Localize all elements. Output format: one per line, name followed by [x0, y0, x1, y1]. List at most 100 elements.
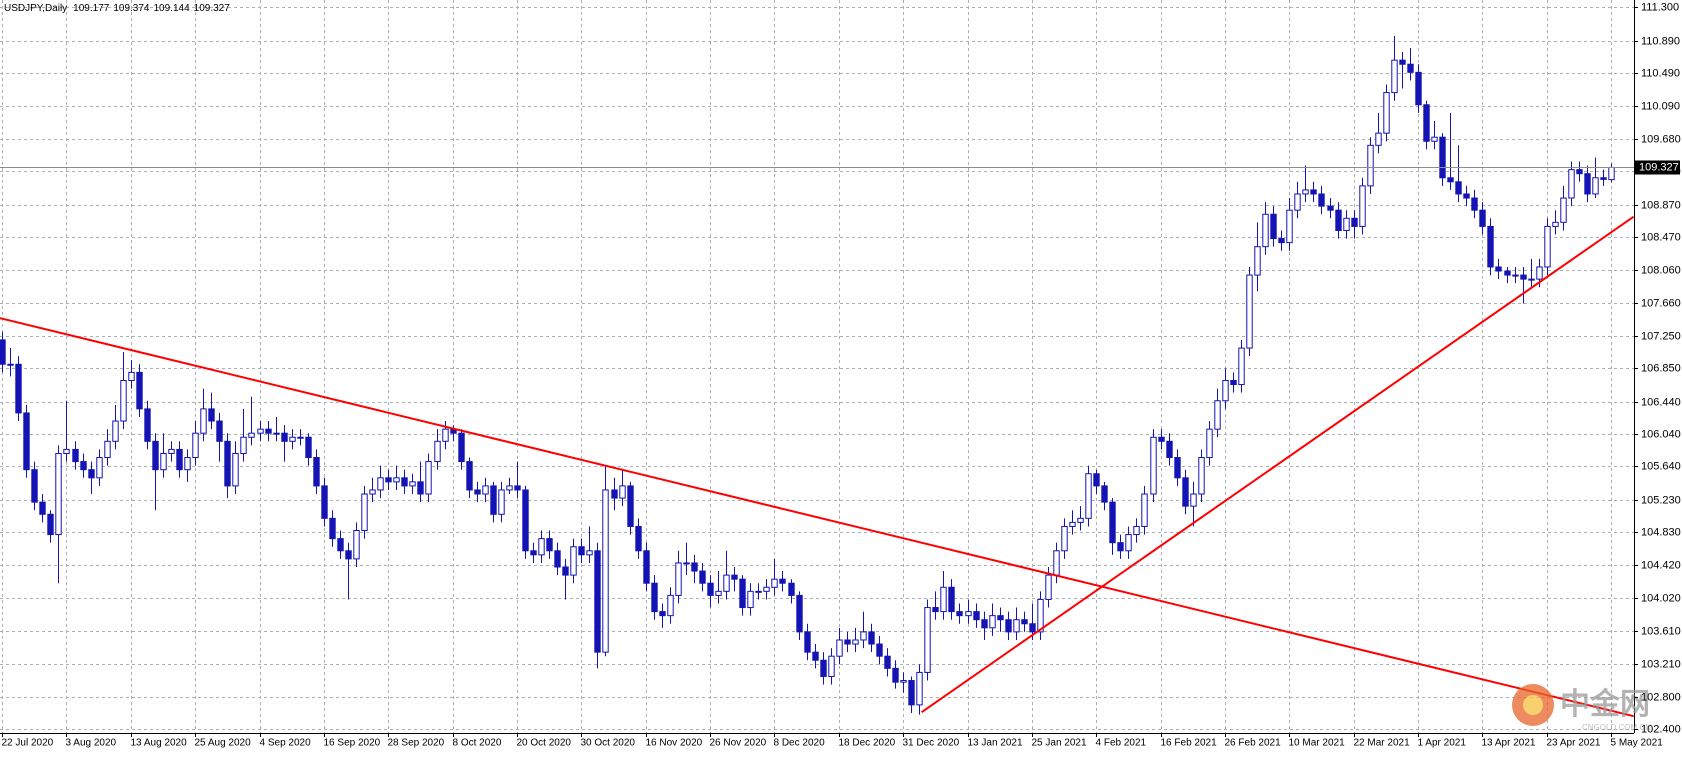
y-tick-label: 104.830: [1641, 526, 1681, 538]
candle-body: [1584, 173, 1591, 195]
candle-body: [321, 485, 328, 519]
candle-body: [329, 517, 336, 540]
candle-body: [828, 655, 835, 677]
candle-body: [578, 546, 585, 556]
candle-body: [1302, 189, 1309, 195]
trend-line: [0, 317, 1634, 718]
candle-body: [1447, 177, 1454, 183]
candle-body: [1495, 266, 1502, 272]
candle-body: [1286, 209, 1293, 244]
candle-body: [530, 550, 537, 556]
candle-body: [506, 485, 513, 491]
candle-body: [281, 432, 288, 442]
candle-body: [852, 639, 859, 645]
x-tick-label: 13 Apr 2021: [1482, 738, 1536, 749]
candle-body: [377, 477, 384, 491]
y-tick-label: 108.470: [1641, 231, 1681, 243]
candle-body: [63, 448, 70, 454]
candle-body: [80, 461, 87, 471]
candle-body: [458, 432, 465, 463]
x-tick-label: 10 Mar 2021: [1289, 738, 1346, 749]
x-tick-label: 16 Feb 2021: [1161, 738, 1218, 749]
candle-body: [88, 469, 95, 479]
x-tick-label: 1 Apr 2021: [1418, 738, 1467, 749]
candle-body: [1327, 205, 1334, 211]
candle-body: [562, 566, 569, 576]
candle-body: [1262, 213, 1269, 248]
candle-body: [1479, 209, 1486, 227]
candle-body: [120, 379, 127, 422]
candle-body: [265, 428, 272, 434]
candle-body: [924, 607, 931, 673]
candle-body: [1005, 619, 1012, 633]
candle-body: [409, 481, 416, 487]
candle-body: [1101, 485, 1108, 503]
candle-body: [0, 339, 6, 365]
candle-body: [1021, 619, 1028, 625]
candle-body: [1230, 379, 1237, 386]
candle-body: [498, 489, 505, 515]
x-tick-label: 30 Oct 2020: [581, 738, 636, 749]
candle-body: [289, 436, 296, 442]
candle-body: [1335, 209, 1342, 231]
candle-body: [474, 489, 481, 495]
candle-body: [602, 489, 609, 653]
candle-body: [1439, 136, 1446, 179]
candle-body: [1351, 217, 1358, 227]
x-tick-label: 26 Nov 2020: [710, 738, 767, 749]
candle-body: [1455, 181, 1462, 195]
candle-body: [1504, 270, 1511, 276]
candle-body: [1375, 132, 1382, 146]
candle-body: [1085, 473, 1092, 519]
x-tick-label: 20 Oct 2020: [517, 738, 572, 749]
candle-body: [715, 590, 722, 596]
y-tick-label: 110.490: [1641, 67, 1680, 79]
candle-body: [345, 550, 352, 560]
candle-body: [627, 485, 634, 527]
candle-body: [570, 546, 577, 576]
candle-body: [844, 639, 851, 645]
candle-body: [297, 436, 304, 439]
candle-body: [739, 578, 746, 609]
chart-title: USDJPY,Daily 109.177 109.374 109.144 109.327: [4, 3, 230, 14]
y-tick-label: 106.850: [1641, 362, 1681, 374]
candle-body: [482, 485, 489, 495]
y-tick-label: 111.300: [1641, 1, 1679, 13]
y-tick-label: 103.610: [1641, 625, 1681, 637]
candle-body: [1166, 440, 1173, 459]
candle-body: [152, 440, 159, 471]
candle-body: [771, 578, 778, 588]
candle-body: [707, 582, 714, 596]
candle-body: [15, 363, 22, 414]
y-tick-label: 103.210: [1641, 658, 1681, 670]
candle-body: [1045, 574, 1052, 600]
candle-body: [908, 680, 915, 706]
candle-body: [723, 574, 730, 592]
candle-body: [731, 574, 738, 580]
candle-body: [788, 582, 795, 596]
candle-body: [55, 452, 62, 536]
candle-body: [763, 586, 770, 592]
candle-body: [1552, 221, 1559, 227]
candle-body: [1150, 436, 1157, 495]
candle-body: [305, 436, 312, 459]
x-tick-label: 4 Sep 2020: [260, 738, 312, 749]
candle-body: [755, 590, 762, 593]
candle-body: [31, 469, 38, 503]
candle-body: [1544, 225, 1551, 268]
candle-body: [651, 582, 658, 613]
candle-body: [892, 667, 899, 683]
candle-body: [522, 489, 529, 552]
candle-body: [39, 501, 46, 515]
candle-body: [1190, 493, 1197, 507]
y-tick-label: 104.420: [1641, 559, 1681, 571]
watermark-subtext: CNGOLD.COM.CN: [1582, 723, 1651, 732]
candle-body: [490, 485, 497, 515]
candle-body: [836, 639, 843, 657]
candle-body: [128, 371, 135, 381]
y-tick-label: 107.250: [1641, 330, 1681, 342]
candle-body: [932, 607, 939, 613]
candle-body: [981, 619, 988, 629]
candle-body: [1037, 598, 1044, 633]
